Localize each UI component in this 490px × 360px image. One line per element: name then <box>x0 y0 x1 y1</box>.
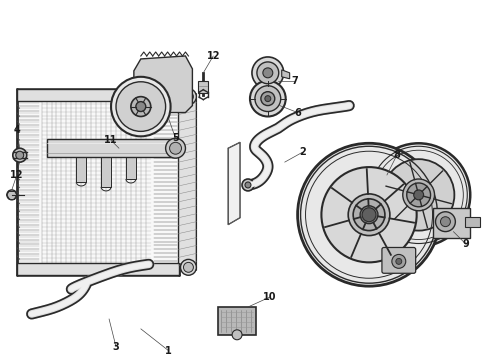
Bar <box>76 157 86 182</box>
Text: 1: 1 <box>165 346 172 356</box>
Circle shape <box>183 262 194 272</box>
Circle shape <box>360 206 378 224</box>
Circle shape <box>166 138 185 158</box>
Circle shape <box>16 151 24 159</box>
Circle shape <box>250 81 286 117</box>
Text: 5: 5 <box>172 133 179 143</box>
Text: 12: 12 <box>10 170 24 180</box>
Circle shape <box>261 92 275 105</box>
Text: 2: 2 <box>299 147 306 157</box>
Text: 4: 4 <box>13 125 20 135</box>
Bar <box>47 139 175 157</box>
Circle shape <box>321 167 416 262</box>
Circle shape <box>252 57 284 89</box>
Circle shape <box>7 190 17 200</box>
Circle shape <box>396 258 402 264</box>
Circle shape <box>353 199 385 231</box>
Circle shape <box>180 260 196 275</box>
Circle shape <box>170 142 181 154</box>
Polygon shape <box>228 142 240 225</box>
Bar <box>17 89 178 275</box>
Circle shape <box>348 194 390 235</box>
Text: 6: 6 <box>294 108 301 117</box>
Circle shape <box>414 190 424 200</box>
Bar <box>218 307 256 335</box>
Circle shape <box>297 143 441 286</box>
Circle shape <box>257 62 279 84</box>
Circle shape <box>441 217 450 227</box>
Bar <box>466 217 480 227</box>
Circle shape <box>242 179 254 191</box>
Circle shape <box>232 330 242 340</box>
Polygon shape <box>134 56 193 113</box>
Circle shape <box>111 77 171 136</box>
Polygon shape <box>178 94 196 270</box>
Circle shape <box>362 208 376 222</box>
Bar <box>17 89 178 100</box>
Circle shape <box>436 212 455 231</box>
Circle shape <box>383 159 454 231</box>
Circle shape <box>180 89 196 105</box>
Circle shape <box>245 182 251 188</box>
Bar <box>17 264 178 275</box>
Circle shape <box>131 96 151 117</box>
Text: 9: 9 <box>463 239 469 249</box>
Circle shape <box>407 183 431 207</box>
Polygon shape <box>282 70 290 79</box>
Circle shape <box>263 68 273 78</box>
Text: 7: 7 <box>291 76 298 86</box>
Bar <box>433 208 470 238</box>
Circle shape <box>403 179 435 211</box>
Circle shape <box>13 148 26 162</box>
Circle shape <box>255 86 281 112</box>
Bar <box>198 81 208 93</box>
Circle shape <box>116 82 166 131</box>
Text: 10: 10 <box>263 292 276 302</box>
Text: 12: 12 <box>206 51 220 61</box>
Bar <box>126 157 136 179</box>
Circle shape <box>392 255 406 268</box>
Bar <box>101 157 111 187</box>
FancyBboxPatch shape <box>382 247 416 273</box>
Text: 8: 8 <box>393 150 400 160</box>
Text: 11: 11 <box>104 135 118 145</box>
Circle shape <box>183 92 194 102</box>
Circle shape <box>367 143 470 247</box>
Circle shape <box>265 96 271 102</box>
Circle shape <box>136 102 146 112</box>
Text: 3: 3 <box>113 342 120 352</box>
